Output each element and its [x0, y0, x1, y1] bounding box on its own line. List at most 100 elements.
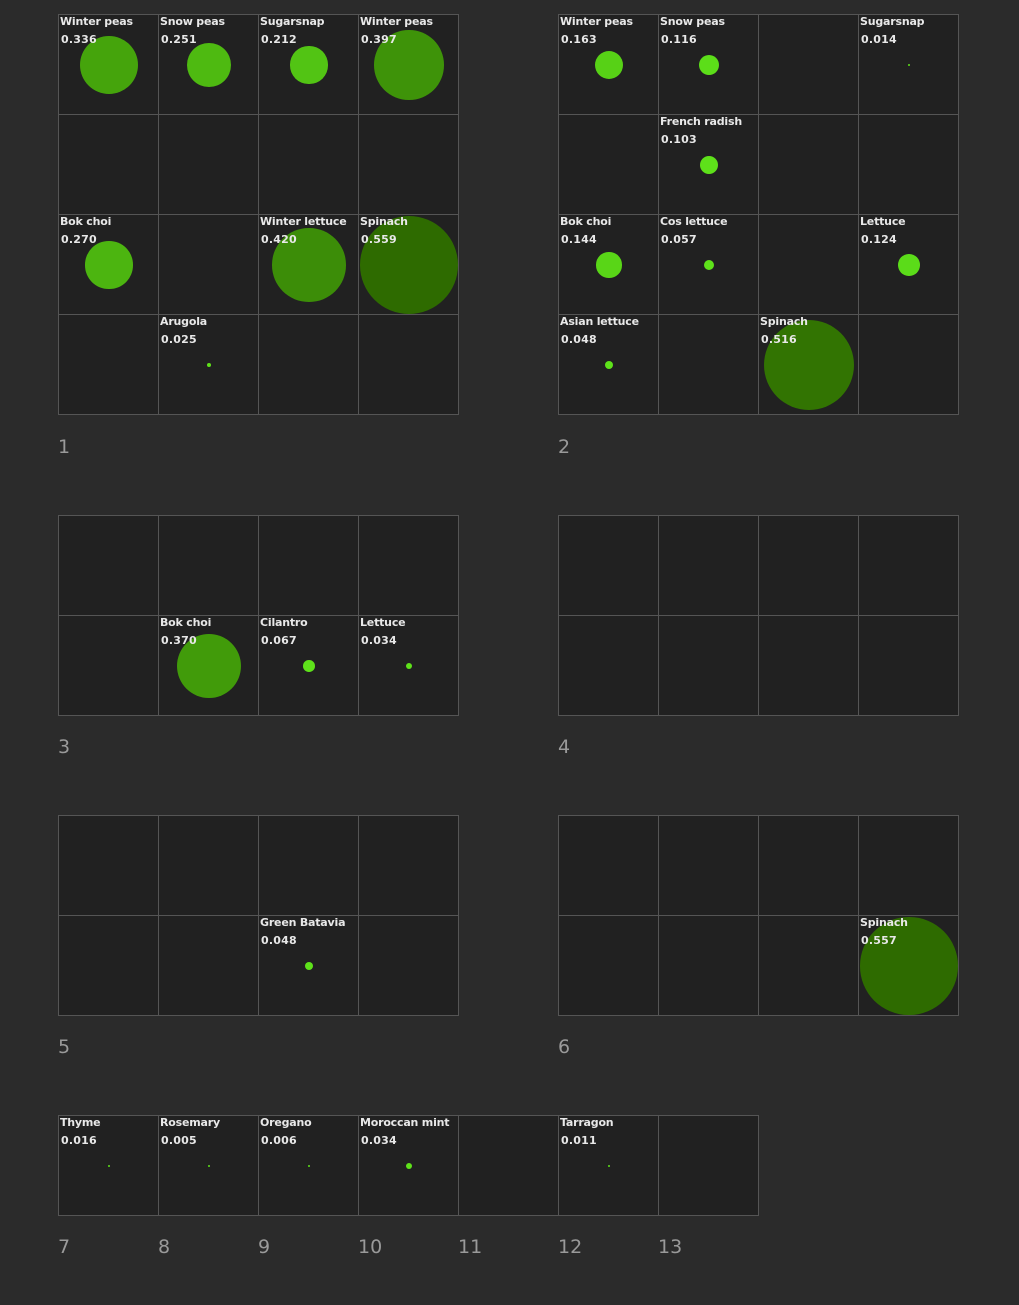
value-bubble [187, 43, 231, 87]
empty-cell[interactable] [759, 816, 859, 916]
empty-cell[interactable] [59, 916, 159, 1016]
empty-cell[interactable] [159, 516, 259, 616]
plot-cell[interactable]: Cos lettuce 0.057 [659, 215, 759, 315]
empty-cell[interactable] [59, 315, 159, 415]
value-bubble [594, 50, 624, 80]
crop-name: Spinach [760, 315, 808, 328]
empty-cell[interactable] [259, 315, 359, 415]
plot-cell[interactable]: Spinach 0.557 [859, 916, 959, 1016]
empty-cell[interactable] [759, 115, 859, 215]
empty-cell[interactable] [59, 516, 159, 616]
empty-cell[interactable] [559, 516, 659, 616]
empty-cell[interactable] [159, 215, 259, 315]
empty-cell[interactable] [659, 516, 759, 616]
empty-cell[interactable] [659, 916, 759, 1016]
plot-cell[interactable]: Bok choi 0.144 [559, 215, 659, 315]
crop-name: Winter peas [360, 15, 433, 28]
plot-cell[interactable]: Moroccan mint 0.034 [359, 1116, 459, 1216]
crop-value: 0.557 [861, 934, 897, 947]
empty-cell[interactable] [759, 15, 859, 115]
plot-cell[interactable]: Winter lettuce 0.420 [259, 215, 359, 315]
plot-cell[interactable]: Winter peas 0.397 [359, 15, 459, 115]
empty-cell[interactable] [559, 816, 659, 916]
plot-cell[interactable]: French radish 0.103 [659, 115, 759, 215]
plot-cell[interactable]: Spinach 0.559 [359, 215, 459, 315]
plot-cell[interactable]: Winter peas 0.336 [59, 15, 159, 115]
empty-cell[interactable] [859, 315, 959, 415]
plot-cell[interactable]: Rosemary 0.005 [159, 1116, 259, 1216]
value-bubble [208, 1165, 210, 1167]
value-bubble [304, 961, 314, 971]
empty-cell[interactable] [859, 115, 959, 215]
empty-cell[interactable] [859, 616, 959, 716]
crop-name: Rosemary [160, 1116, 220, 1129]
value-bubble [308, 1165, 310, 1167]
empty-cell[interactable] [359, 516, 459, 616]
empty-cell[interactable] [759, 616, 859, 716]
crop-value: 0.163 [561, 33, 597, 46]
plot-cell[interactable]: Green Batavia 0.048 [259, 916, 359, 1016]
empty-cell[interactable] [259, 115, 359, 215]
empty-cell[interactable] [159, 816, 259, 916]
plot-cell[interactable]: Snow peas 0.251 [159, 15, 259, 115]
empty-cell[interactable] [359, 916, 459, 1016]
crop-value: 0.116 [661, 33, 697, 46]
empty-cell[interactable] [259, 816, 359, 916]
plot-cell[interactable]: Snow peas 0.116 [659, 15, 759, 115]
value-bubble [699, 155, 718, 174]
empty-cell[interactable] [459, 1116, 559, 1216]
plot-cell[interactable]: Lettuce 0.034 [359, 616, 459, 716]
crop-value: 0.006 [261, 1134, 297, 1147]
empty-cell[interactable] [159, 916, 259, 1016]
empty-cell[interactable] [659, 616, 759, 716]
empty-cell[interactable] [59, 616, 159, 716]
value-bubble [604, 360, 614, 370]
empty-cell[interactable] [359, 115, 459, 215]
empty-cell[interactable] [259, 516, 359, 616]
bed-grid-12: Tarragon 0.011 [558, 1115, 659, 1216]
empty-cell[interactable] [559, 916, 659, 1016]
plot-cell[interactable]: Winter peas 0.163 [559, 15, 659, 115]
plot-cell[interactable]: Bok choi 0.270 [59, 215, 159, 315]
empty-cell[interactable] [659, 816, 759, 916]
plot-cell[interactable]: Tarragon 0.011 [559, 1116, 659, 1216]
plot-cell[interactable]: Arugola 0.025 [159, 315, 259, 415]
crop-name: Winter peas [560, 15, 633, 28]
crop-name: Moroccan mint [360, 1116, 450, 1129]
empty-cell[interactable] [359, 816, 459, 916]
empty-cell[interactable] [559, 616, 659, 716]
empty-cell[interactable] [159, 115, 259, 215]
plot-cell[interactable]: Sugarsnap 0.014 [859, 15, 959, 115]
empty-cell[interactable] [59, 115, 159, 215]
empty-cell[interactable] [759, 516, 859, 616]
empty-cell[interactable] [759, 916, 859, 1016]
empty-cell[interactable] [759, 215, 859, 315]
plot-cell[interactable]: Oregano 0.006 [259, 1116, 359, 1216]
empty-cell[interactable] [859, 816, 959, 916]
bed-number-label: 8 [158, 1236, 171, 1258]
bed-grid-2: Winter peas 0.163 Snow peas 0.116 Sugarsnap 0… [558, 14, 959, 415]
empty-cell[interactable] [59, 816, 159, 916]
crop-value: 0.034 [361, 634, 397, 647]
value-bubble [763, 319, 855, 411]
value-bubble [290, 46, 328, 84]
plot-cell[interactable]: Bok choi 0.370 [159, 616, 259, 716]
empty-cell[interactable] [359, 315, 459, 415]
crop-name: Spinach [360, 215, 408, 228]
empty-cell[interactable] [559, 115, 659, 215]
empty-cell[interactable] [659, 1116, 759, 1216]
value-bubble [303, 660, 315, 672]
bed-grid-1: Winter peas 0.336 Snow peas 0.251 Sugarsnap 0… [58, 14, 459, 415]
empty-cell[interactable] [659, 315, 759, 415]
plot-cell[interactable]: Spinach 0.516 [759, 315, 859, 415]
plot-cell[interactable]: Sugarsnap 0.212 [259, 15, 359, 115]
empty-cell[interactable] [859, 516, 959, 616]
value-bubble [79, 35, 139, 95]
plot-cell[interactable]: Lettuce 0.124 [859, 215, 959, 315]
bed-number-label: 6 [558, 1036, 571, 1058]
bed-grid-10: Moroccan mint 0.034 [358, 1115, 459, 1216]
plot-cell[interactable]: Asian lettuce 0.048 [559, 315, 659, 415]
plot-cell[interactable]: Thyme 0.016 [59, 1116, 159, 1216]
plot-cell[interactable]: Cilantro 0.067 [259, 616, 359, 716]
